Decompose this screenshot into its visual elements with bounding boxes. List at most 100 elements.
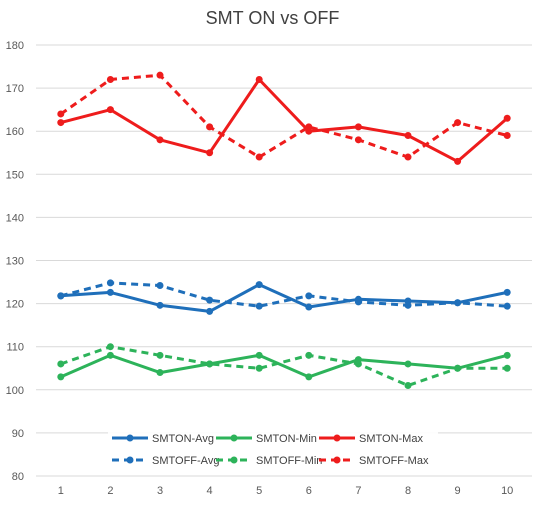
legend-label: SMTON-Max <box>359 433 423 445</box>
data-point <box>255 153 263 161</box>
data-point <box>57 373 65 381</box>
data-point <box>255 351 263 359</box>
y-tick-label: 110 <box>6 342 24 354</box>
data-point <box>57 292 65 300</box>
y-tick-label: 170 <box>6 83 24 95</box>
x-tick-label: 8 <box>405 485 411 497</box>
data-point <box>106 288 114 296</box>
x-tick-label: 4 <box>207 485 213 497</box>
y-tick-label: 90 <box>12 428 24 440</box>
series-line <box>60 283 508 313</box>
legend-box <box>108 426 438 470</box>
x-tick-label: 9 <box>455 485 461 497</box>
data-point <box>404 301 412 309</box>
x-tick-label: 10 <box>501 485 513 497</box>
gridlines <box>36 44 532 477</box>
legend-marker <box>230 456 238 464</box>
legend-item: SMTON-Min <box>216 433 317 445</box>
legend-item: SMTOFF-Max <box>319 455 429 467</box>
x-tick-label: 6 <box>306 485 312 497</box>
data-point <box>454 157 462 165</box>
x-axis-ticks: 1 2 3 4 5 6 7 8 9 10 <box>58 485 514 497</box>
data-point <box>106 106 114 114</box>
legend-label: SMTOFF-Avg <box>152 455 219 467</box>
series-line <box>60 78 509 163</box>
legend-marker <box>126 434 134 442</box>
data-point <box>305 351 313 359</box>
x-tick-label: 3 <box>157 485 163 497</box>
data-point <box>305 123 313 131</box>
data-point <box>404 153 412 161</box>
y-tick-label: 140 <box>6 212 24 224</box>
data-point <box>206 296 214 304</box>
data-point <box>206 123 214 131</box>
data-point <box>106 75 114 83</box>
data-point <box>305 303 313 311</box>
data-point <box>255 281 263 289</box>
chart-title: SMT ON vs OFF <box>205 8 340 28</box>
data-point <box>503 132 511 140</box>
y-tick-label: 120 <box>6 299 24 311</box>
data-point <box>305 373 313 381</box>
series-line <box>60 353 508 379</box>
data-point <box>354 136 362 144</box>
data-point <box>255 75 263 83</box>
data-point <box>206 307 214 315</box>
data-point <box>206 360 214 368</box>
data-point <box>206 149 214 157</box>
data-point <box>454 299 462 307</box>
y-tick-label: 130 <box>6 256 24 268</box>
x-tick-label: 7 <box>355 485 361 497</box>
y-tick-label: 160 <box>6 126 24 138</box>
legend-marker <box>126 456 134 464</box>
data-point <box>503 351 511 359</box>
data-point <box>57 360 65 368</box>
data-point <box>503 114 511 122</box>
legend-label: SMTON-Min <box>256 433 317 445</box>
x-tick-label: 2 <box>107 485 113 497</box>
legend-item: SMTOFF-Avg <box>112 455 219 467</box>
data-point <box>57 110 65 118</box>
data-point <box>503 302 511 310</box>
data-point <box>404 132 412 140</box>
data-point <box>156 301 164 309</box>
data-point <box>503 364 511 372</box>
series-smton-min <box>57 351 511 381</box>
series-lines <box>57 71 511 389</box>
x-tick-label: 5 <box>256 485 262 497</box>
series-smtoff-max <box>57 71 511 161</box>
legend-marker <box>333 434 341 442</box>
data-point <box>305 292 313 300</box>
legend-item: SMTON-Max <box>319 433 423 445</box>
data-point <box>454 119 462 127</box>
series-smton-max <box>57 75 511 165</box>
data-point <box>404 381 412 389</box>
data-point <box>156 351 164 359</box>
data-point <box>354 298 362 306</box>
data-point <box>156 369 164 377</box>
legend-label: SMTOFF-Max <box>359 455 429 467</box>
series-line <box>60 345 508 387</box>
data-point <box>255 302 263 310</box>
series-line <box>60 281 508 308</box>
data-point <box>106 343 114 351</box>
data-point <box>156 281 164 289</box>
data-point <box>156 136 164 144</box>
data-point <box>156 71 164 79</box>
legend-item: SMTON-Avg <box>112 433 214 445</box>
series-smton-avg <box>57 281 511 315</box>
x-tick-label: 1 <box>58 485 64 497</box>
legend-label: SMTON-Avg <box>152 433 214 445</box>
y-axis-ticks: 80 90 100 110 120 130 140 150 160 170 180 <box>6 40 24 483</box>
data-point <box>106 279 114 287</box>
series-smtoff-min <box>57 343 511 389</box>
y-tick-label: 80 <box>12 471 24 483</box>
data-point <box>354 360 362 368</box>
series-smtoff-avg <box>57 279 511 310</box>
data-point <box>404 360 412 368</box>
legend: SMTON-Avg SMTON-Min SMTON-Max SMTOFF-Avg SMT… <box>108 426 438 470</box>
data-point <box>503 288 511 296</box>
legend-marker <box>333 456 341 464</box>
y-tick-label: 180 <box>6 40 24 52</box>
